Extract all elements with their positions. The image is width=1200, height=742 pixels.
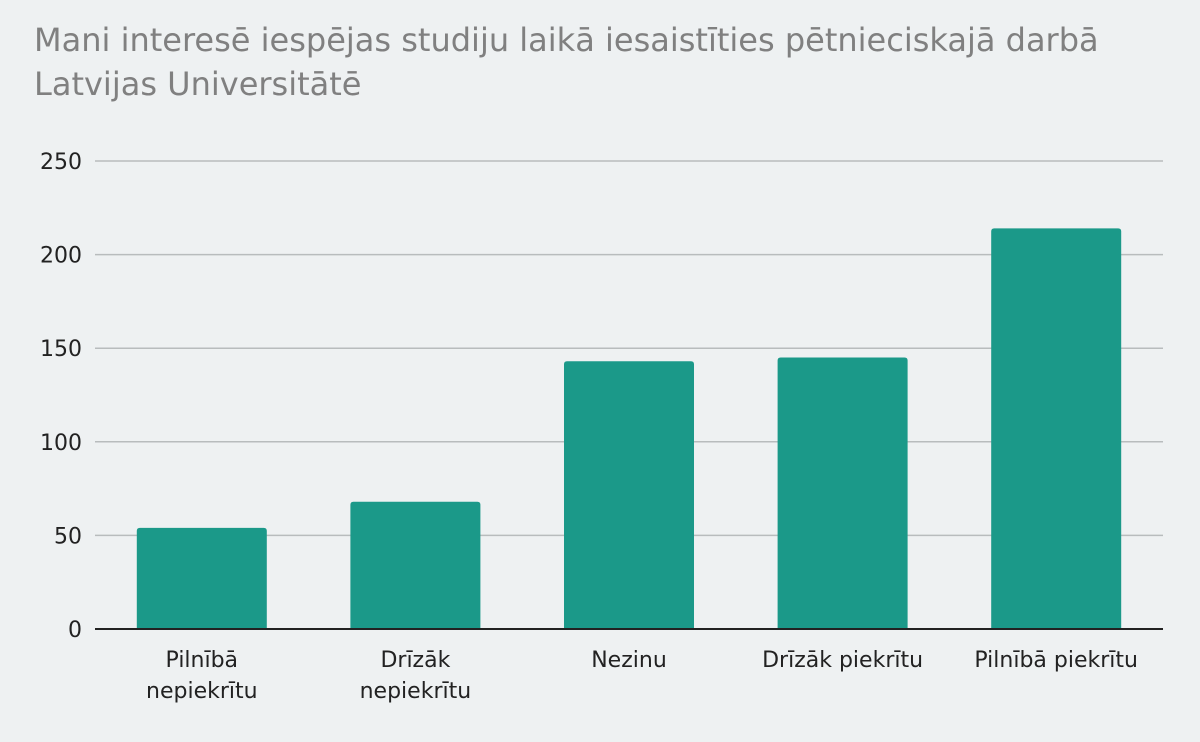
y-tick-label-0: 0 <box>68 618 82 643</box>
bar-2 <box>564 361 694 629</box>
chart-title-line-1: Mani interesē iespējas studiju laikā ies… <box>34 21 1099 59</box>
y-tick-label-2: 100 <box>40 431 82 456</box>
x-tick-label-0-0: Pilnībā <box>166 648 239 673</box>
x-tick-label-3-0: Drīzāk piekrītu <box>762 648 923 673</box>
x-tick-label-2-0: Nezinu <box>591 648 667 673</box>
x-tick-label-4-0: Pilnībā piekrītu <box>974 648 1138 673</box>
bar-3 <box>777 357 908 629</box>
chart-title: Mani interesē iespējas studiju laikā ies… <box>34 18 1164 106</box>
y-tick-label-4: 200 <box>40 244 82 269</box>
bar-4 <box>991 228 1122 629</box>
x-tick-label-1-1: nepiekrītu <box>360 679 472 704</box>
bar-0 <box>136 527 267 629</box>
chart-title-line-2: Latvijas Universitātē <box>34 65 362 103</box>
y-tick-label-3: 150 <box>40 337 82 362</box>
bar-1 <box>350 501 481 629</box>
y-tick-label-5: 250 <box>40 150 82 175</box>
x-tick-label-1-0: Drīzāk <box>380 648 450 673</box>
y-tick-label-1: 50 <box>54 524 82 549</box>
x-tick-label-0-1: nepiekrītu <box>146 679 258 704</box>
